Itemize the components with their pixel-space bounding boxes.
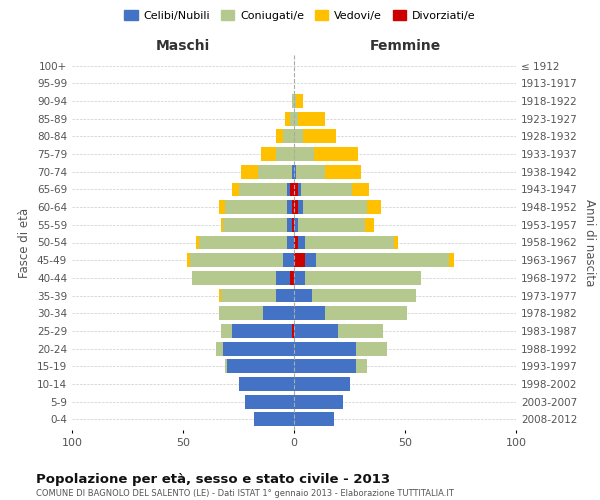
- Bar: [294, 360, 356, 373]
- Text: Maschi: Maschi: [156, 39, 210, 53]
- Bar: [292, 94, 294, 108]
- Bar: [305, 271, 421, 285]
- Bar: [356, 342, 387, 355]
- Bar: [292, 218, 294, 232]
- Bar: [227, 360, 294, 373]
- Bar: [294, 412, 334, 426]
- Bar: [238, 182, 287, 196]
- Bar: [294, 200, 298, 214]
- Bar: [294, 112, 298, 126]
- Bar: [305, 254, 316, 267]
- Bar: [221, 324, 232, 338]
- Bar: [223, 342, 294, 355]
- Bar: [338, 324, 383, 338]
- Bar: [263, 306, 294, 320]
- Bar: [287, 182, 290, 196]
- Bar: [276, 271, 290, 285]
- Bar: [221, 288, 276, 302]
- Bar: [254, 412, 294, 426]
- Bar: [285, 112, 290, 126]
- Bar: [298, 112, 325, 126]
- Bar: [218, 288, 221, 302]
- Bar: [199, 236, 287, 250]
- Bar: [314, 147, 358, 161]
- Bar: [294, 271, 305, 285]
- Bar: [316, 254, 449, 267]
- Legend: Celibi/Nubili, Coniugati/e, Vedovi/e, Divorziati/e: Celibi/Nubili, Coniugati/e, Vedovi/e, Di…: [120, 6, 480, 25]
- Bar: [276, 147, 294, 161]
- Bar: [298, 236, 305, 250]
- Bar: [303, 200, 367, 214]
- Bar: [287, 200, 292, 214]
- Bar: [394, 236, 398, 250]
- Bar: [218, 200, 225, 214]
- Bar: [301, 182, 352, 196]
- Bar: [298, 218, 365, 232]
- Bar: [365, 218, 374, 232]
- Bar: [225, 360, 227, 373]
- Bar: [216, 342, 223, 355]
- Bar: [259, 165, 292, 178]
- Bar: [196, 236, 199, 250]
- Bar: [276, 288, 294, 302]
- Bar: [190, 254, 283, 267]
- Bar: [294, 254, 305, 267]
- Bar: [298, 200, 303, 214]
- Bar: [367, 200, 380, 214]
- Bar: [245, 395, 294, 408]
- Bar: [294, 165, 296, 178]
- Bar: [239, 377, 294, 391]
- Bar: [294, 342, 356, 355]
- Y-axis label: Anni di nascita: Anni di nascita: [583, 199, 596, 286]
- Bar: [260, 147, 276, 161]
- Bar: [312, 288, 416, 302]
- Text: COMUNE DI BAGNOLO DEL SALENTO (LE) - Dati ISTAT 1° gennaio 2013 - Elaborazione T: COMUNE DI BAGNOLO DEL SALENTO (LE) - Dat…: [36, 489, 454, 498]
- Bar: [221, 218, 223, 232]
- Bar: [294, 130, 303, 143]
- Bar: [292, 165, 294, 178]
- Text: Femmine: Femmine: [370, 39, 440, 53]
- Bar: [232, 182, 239, 196]
- Bar: [298, 182, 301, 196]
- Bar: [225, 200, 287, 214]
- Bar: [287, 218, 292, 232]
- Bar: [283, 130, 294, 143]
- Bar: [292, 200, 294, 214]
- Bar: [287, 236, 294, 250]
- Bar: [290, 112, 294, 126]
- Text: Popolazione per età, sesso e stato civile - 2013: Popolazione per età, sesso e stato civil…: [36, 472, 390, 486]
- Bar: [294, 324, 338, 338]
- Bar: [303, 130, 336, 143]
- Bar: [294, 395, 343, 408]
- Bar: [352, 182, 370, 196]
- Bar: [290, 182, 294, 196]
- Bar: [187, 254, 190, 267]
- Bar: [292, 324, 294, 338]
- Bar: [294, 94, 296, 108]
- Bar: [294, 306, 325, 320]
- Bar: [294, 218, 298, 232]
- Bar: [449, 254, 454, 267]
- Bar: [232, 324, 292, 338]
- Y-axis label: Fasce di età: Fasce di età: [19, 208, 31, 278]
- Bar: [294, 288, 312, 302]
- Bar: [218, 306, 263, 320]
- Bar: [294, 236, 298, 250]
- Bar: [356, 360, 367, 373]
- Bar: [294, 182, 298, 196]
- Bar: [325, 165, 361, 178]
- Bar: [294, 147, 314, 161]
- Bar: [283, 254, 294, 267]
- Bar: [223, 218, 287, 232]
- Bar: [294, 377, 349, 391]
- Bar: [290, 271, 294, 285]
- Bar: [276, 130, 283, 143]
- Bar: [296, 94, 303, 108]
- Bar: [241, 165, 259, 178]
- Bar: [305, 236, 394, 250]
- Bar: [325, 306, 407, 320]
- Bar: [192, 271, 276, 285]
- Bar: [296, 165, 325, 178]
